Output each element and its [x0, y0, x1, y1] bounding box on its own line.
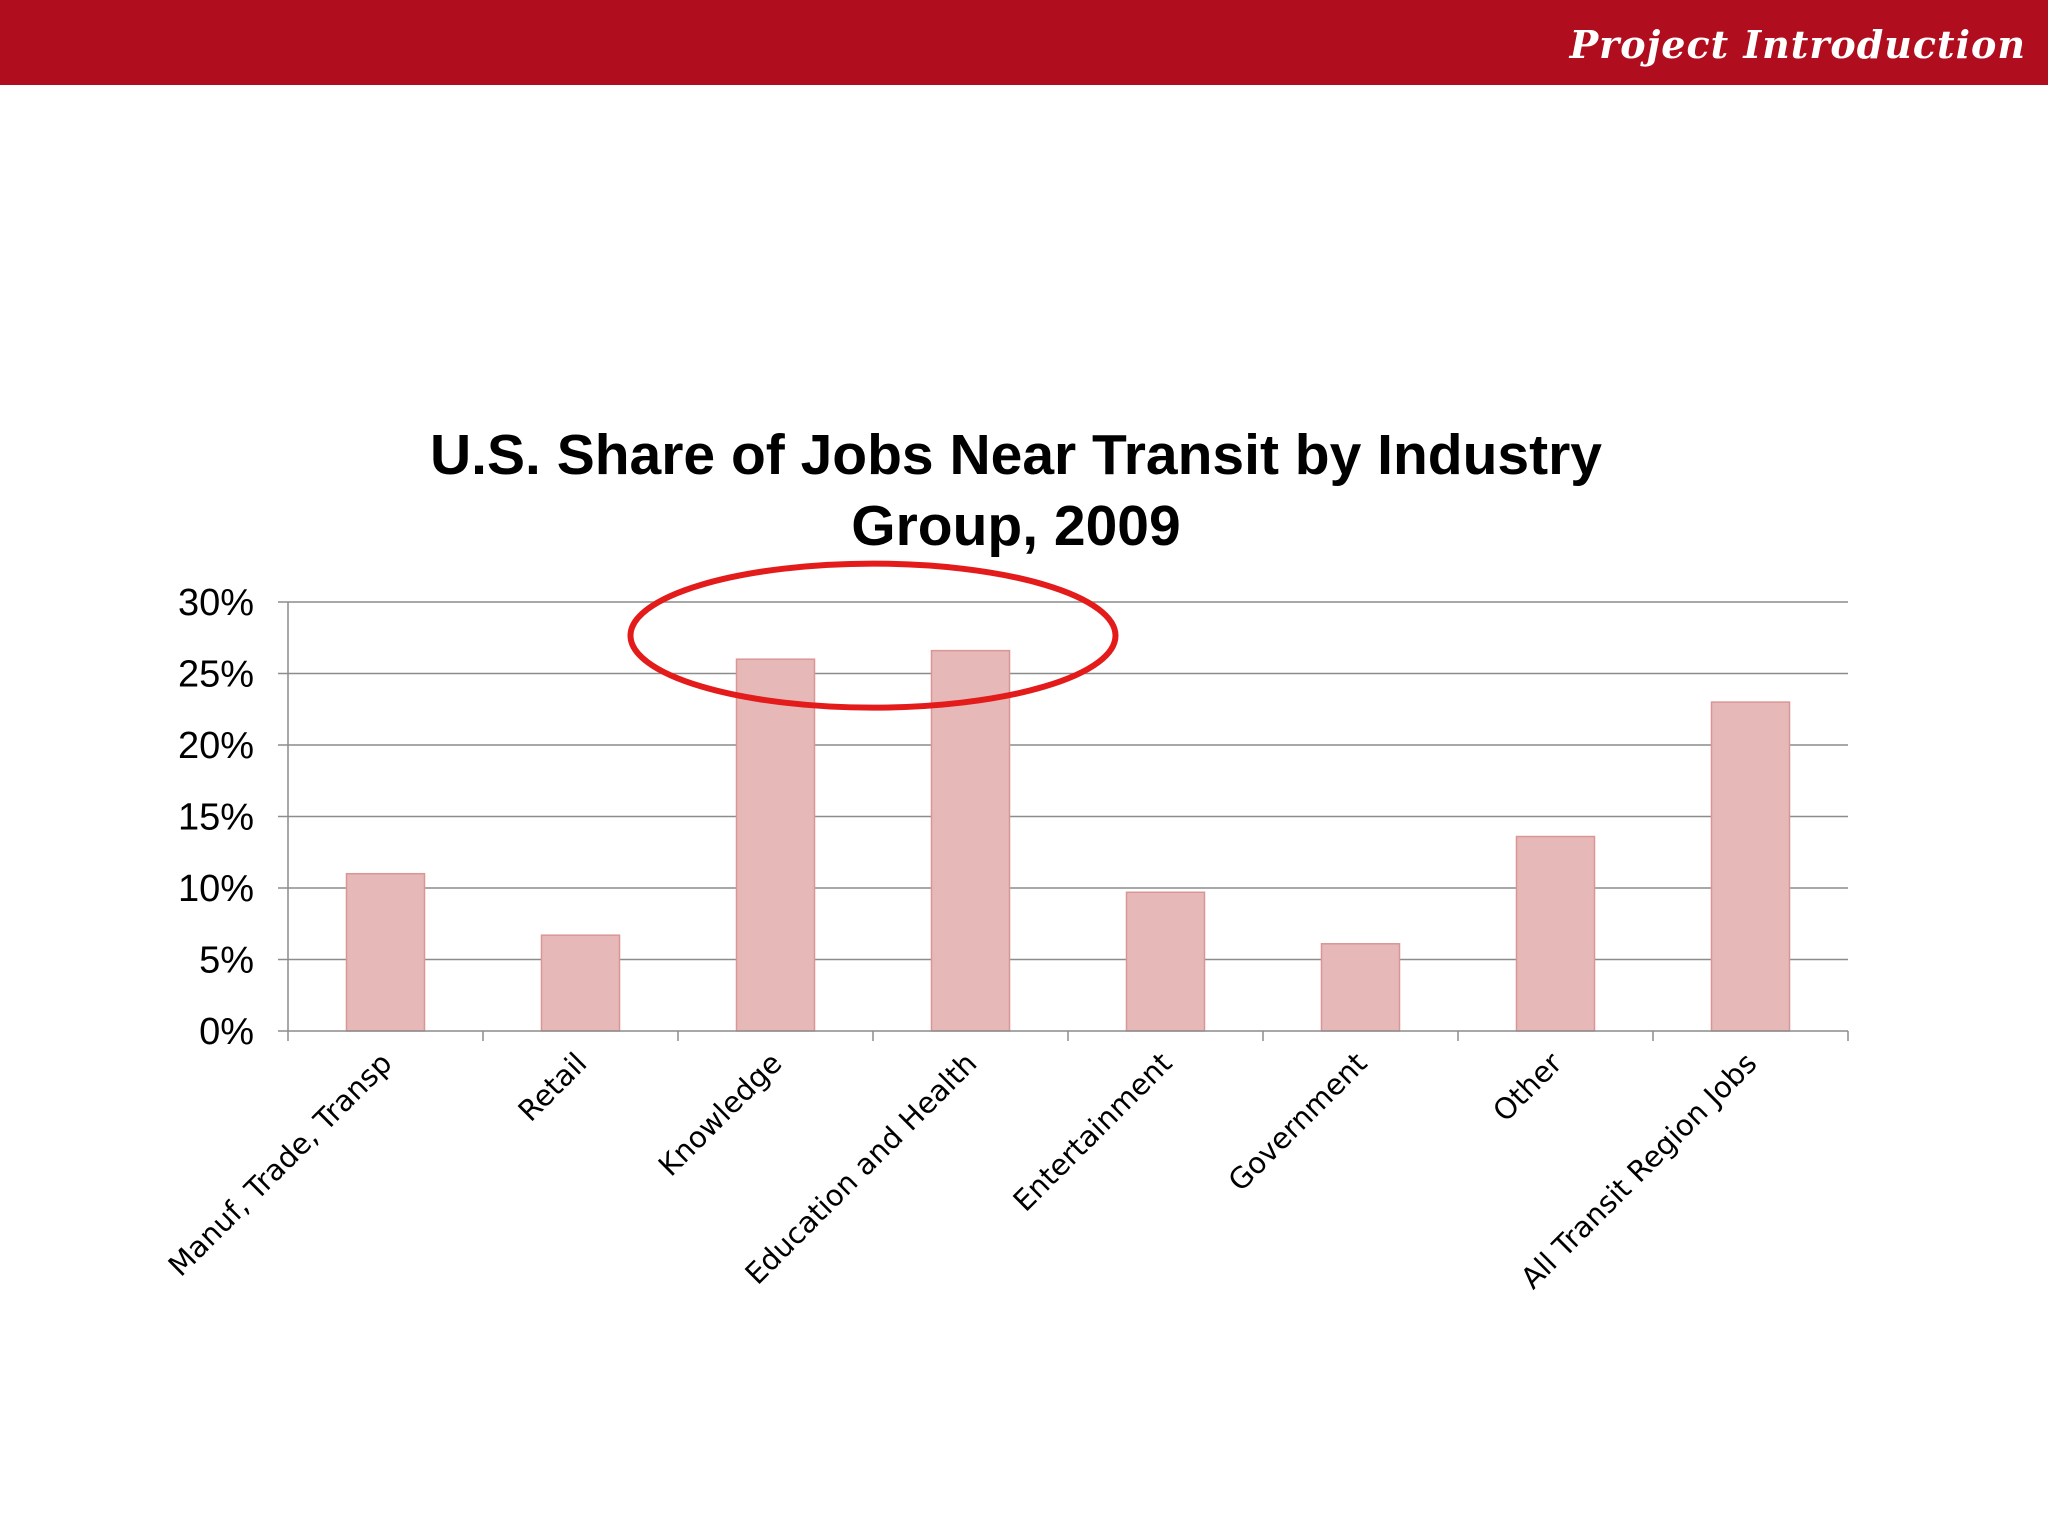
y-tick-label: 10% — [178, 868, 254, 910]
highlight-ellipse — [627, 560, 1119, 711]
bar — [345, 872, 426, 1032]
category-label: Government — [1222, 1046, 1374, 1198]
category-label: Entertainment — [1006, 1046, 1178, 1218]
annotation-layer — [627, 560, 1119, 711]
bar — [1320, 943, 1401, 1032]
y-tick-label: 0% — [199, 1011, 254, 1053]
category-label: Retail — [511, 1046, 593, 1128]
category-label: Manuf, Trade, Transp — [162, 1046, 399, 1283]
category-label: Knowledge — [652, 1046, 789, 1183]
category-label: Other — [1486, 1046, 1568, 1128]
category-labels: Manuf, Trade, Transp Retail KnowledgeEduca… — [162, 1046, 1764, 1295]
y-tick-label: 20% — [178, 725, 254, 767]
y-tick-label: 5% — [199, 940, 254, 982]
gridlines — [288, 601, 1848, 961]
y-tick-label: 15% — [178, 797, 254, 839]
bars — [345, 649, 1791, 1032]
bar — [1515, 835, 1596, 1032]
chart-title-line-2: Group, 2009 — [851, 494, 1180, 558]
bar — [735, 658, 816, 1032]
chart-title-line-1: U.S. Share of Jobs Near Transit by Indus… — [430, 423, 1602, 487]
bar — [1125, 891, 1206, 1032]
section-title: Project Introduction — [1569, 22, 2026, 67]
y-tick-labels: 0% 5% 10% 15% 20% 25% 30% — [178, 582, 254, 1053]
header-bar — [0, 0, 2048, 85]
axes — [278, 601, 1849, 1041]
bar — [930, 649, 1011, 1032]
bar — [1710, 701, 1791, 1032]
y-tick-label: 30% — [178, 582, 254, 624]
y-tick-label: 25% — [178, 654, 254, 696]
bar — [540, 934, 621, 1032]
